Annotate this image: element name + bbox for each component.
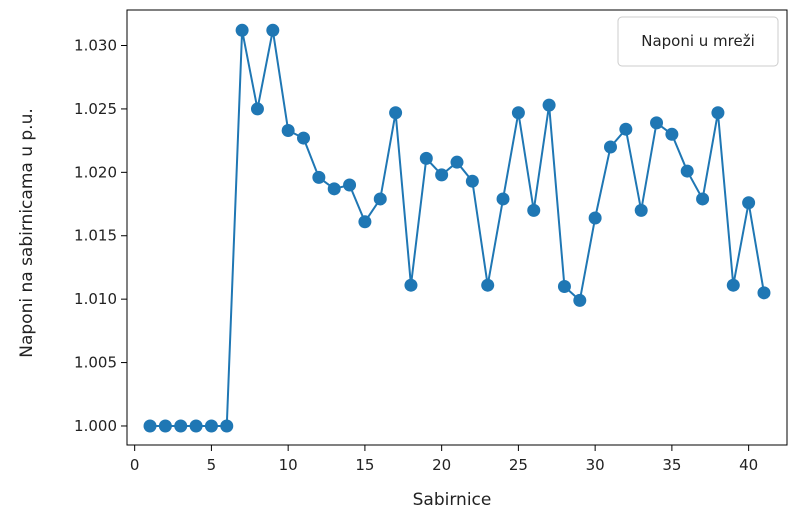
x-tick-label: 15: [355, 456, 374, 474]
y-tick-label: 1.005: [74, 354, 117, 372]
y-tick-label: 1.025: [74, 100, 117, 118]
data-point: [220, 419, 234, 433]
data-point: [465, 174, 479, 188]
data-point: [158, 419, 172, 433]
data-point: [281, 123, 295, 137]
data-point: [174, 419, 188, 433]
data-point: [496, 192, 510, 206]
plot-area: [143, 23, 771, 433]
legend-label: Naponi u mreži: [641, 32, 755, 50]
data-point: [404, 278, 418, 292]
data-point: [542, 98, 556, 112]
data-point: [419, 151, 433, 165]
data-point: [327, 182, 341, 196]
data-point: [603, 140, 617, 154]
data-point: [619, 122, 633, 136]
data-point: [634, 203, 648, 217]
data-point: [481, 278, 495, 292]
y-tick-label: 1.010: [74, 290, 117, 308]
data-point: [250, 102, 264, 116]
y-tick-label: 1.015: [74, 227, 117, 245]
data-point: [235, 23, 249, 37]
y-tick-label: 1.000: [74, 417, 117, 435]
y-tick-label: 1.030: [74, 37, 117, 55]
data-point: [742, 196, 756, 210]
legend-box: [617, 16, 779, 67]
y-axis-title: Naponi na sabirnicama u p.u.: [17, 108, 37, 358]
x-tick-label: 30: [586, 456, 605, 474]
x-tick-label: 5: [207, 456, 217, 474]
data-point: [696, 192, 710, 206]
x-tick-label: 25: [509, 456, 528, 474]
plot-frame: [126, 9, 788, 446]
data-point: [358, 215, 372, 229]
data-point: [312, 170, 326, 184]
data-point: [726, 278, 740, 292]
data-point: [297, 131, 311, 145]
data-point: [588, 211, 602, 225]
axes: 0 5 10 15 20 25 30 35 40 1.000 1.005 1.010 1.015 1.02…: [74, 9, 788, 474]
x-tick-label: 10: [279, 456, 298, 474]
x-tick-label: 35: [662, 456, 681, 474]
y-tick-label: 1.020: [74, 163, 117, 181]
x-tick-label: 0: [130, 456, 140, 474]
data-point: [557, 279, 571, 293]
x-tick-label: 40: [739, 456, 758, 474]
data-point: [527, 203, 541, 217]
data-point: [343, 178, 357, 192]
data-point: [665, 127, 679, 141]
data-point: [389, 106, 403, 120]
x-tick-label: 20: [432, 456, 451, 474]
data-point: [143, 419, 157, 433]
x-axis-title: Sabirnice: [413, 490, 492, 510]
legend: Naponi u mreži: [617, 16, 779, 67]
data-point: [711, 106, 725, 120]
data-point: [266, 23, 280, 37]
data-point: [189, 419, 203, 433]
series-line: [150, 29, 765, 427]
data-point: [680, 164, 694, 178]
data-point: [450, 155, 464, 169]
data-point: [204, 419, 218, 433]
data-point: [573, 293, 587, 307]
data-point: [373, 192, 387, 206]
data-point: [511, 106, 525, 120]
data-point: [757, 286, 771, 300]
data-point: [650, 116, 664, 130]
data-point: [435, 168, 449, 182]
